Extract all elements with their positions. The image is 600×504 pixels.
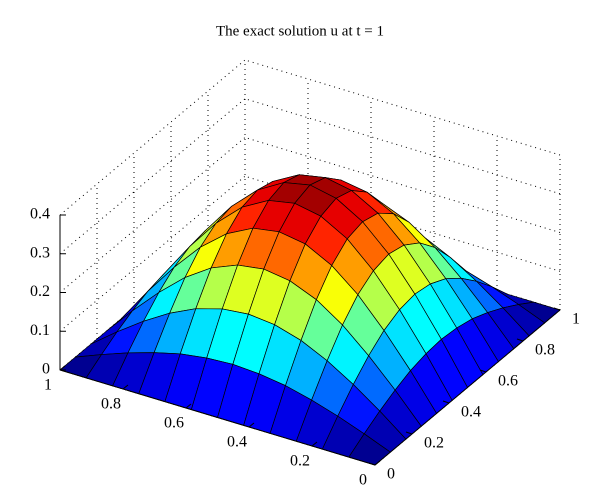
y-tick-label: 0 xyxy=(359,472,367,489)
tick-mark xyxy=(122,384,129,390)
grid-line xyxy=(59,175,246,332)
z-tick-label: 0.1 xyxy=(30,322,50,339)
x-tick-label: 0 xyxy=(387,466,395,483)
z-tick-label: 0.3 xyxy=(30,244,50,261)
y-tick-label: 0.2 xyxy=(290,453,310,470)
chart-title: The exact solution u at t = 1 xyxy=(216,23,384,39)
x-tick-label: 1 xyxy=(572,311,580,328)
tick-mark xyxy=(374,460,381,466)
y-tick-label: 1 xyxy=(44,377,52,394)
x-tick-label: 0.2 xyxy=(424,435,444,452)
tick-mark xyxy=(405,431,413,435)
tick-mark xyxy=(516,338,524,342)
z-tick-label: 0.4 xyxy=(30,206,50,223)
z-tick-label: 0 xyxy=(42,361,50,378)
y-tick-label: 0.4 xyxy=(227,434,247,451)
grid-line xyxy=(244,59,561,156)
tick-mark xyxy=(59,365,66,371)
z-tick-label: 0.2 xyxy=(30,283,50,300)
tick-mark xyxy=(185,403,192,409)
tick-mark xyxy=(442,400,450,404)
y-tick-label: 0.8 xyxy=(101,396,121,413)
tick-mark xyxy=(479,369,487,373)
grid-line xyxy=(59,137,246,293)
axis-line xyxy=(59,369,376,466)
grid-line xyxy=(59,59,246,216)
grid-line xyxy=(59,98,246,255)
x-tick-label: 0.6 xyxy=(498,373,518,390)
tick-mark xyxy=(368,462,376,466)
tick-mark xyxy=(248,422,255,428)
x-tick-label: 0.4 xyxy=(461,404,481,421)
tick-mark xyxy=(553,307,561,311)
tick-mark xyxy=(311,441,318,447)
y-tick-label: 0.6 xyxy=(164,415,184,432)
x-tick-label: 0.8 xyxy=(535,342,555,359)
axis-line xyxy=(374,309,561,466)
